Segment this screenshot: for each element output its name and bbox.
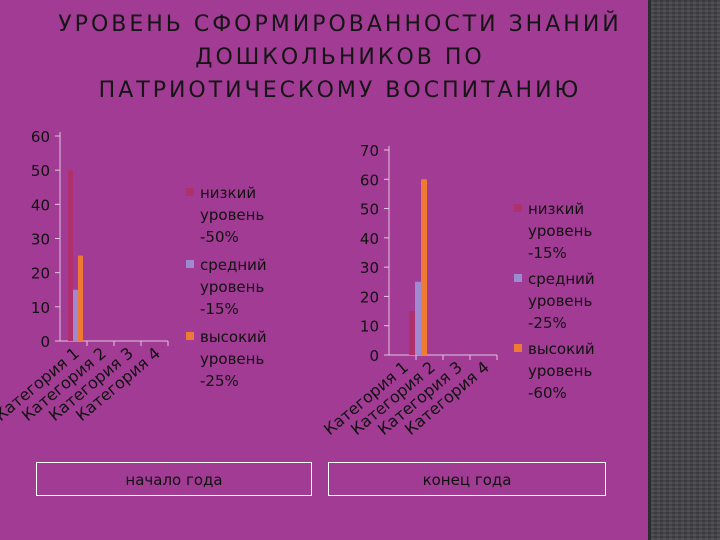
y-tick-label: 50 (360, 201, 379, 219)
slide-background (0, 0, 648, 540)
bar-series-1-category-1 (409, 311, 415, 355)
y-tick-label: 60 (360, 171, 379, 189)
legend-label-3: высокий уровень -25% (200, 328, 267, 390)
bar-series-3-category-1 (78, 255, 83, 341)
legend-label-2: средний уровень -25% (528, 270, 595, 332)
bar-series-2-category-1 (415, 281, 421, 355)
y-tick-label: 10 (31, 299, 50, 317)
legend-swatch-1 (514, 204, 522, 212)
y-tick-label: 0 (369, 347, 379, 365)
bar-series-3-category-1 (421, 179, 427, 355)
legend-swatch-3 (186, 332, 194, 340)
y-tick-label: 40 (31, 196, 50, 214)
y-tick-label: 50 (31, 162, 50, 180)
y-tick-label: 10 (360, 318, 379, 336)
y-tick-label: 60 (31, 128, 50, 146)
y-tick-label: 30 (360, 259, 379, 277)
y-tick-label: 40 (360, 230, 379, 248)
legend-label-1: низкий уровень -50% (200, 184, 264, 246)
decorative-side-strip (648, 0, 720, 540)
legend-swatch-2 (514, 274, 522, 282)
y-tick-label: 20 (31, 265, 50, 283)
slide-title: УРОВЕНЬ СФОРМИРОВАННОСТИ ЗНАНИЙ ДОШКОЛЬН… (20, 8, 660, 107)
title-line-2: ДОШКОЛЬНИКОВ ПО (195, 45, 485, 70)
legend-label-1: низкий уровень -15% (528, 200, 592, 262)
y-tick-label: 20 (360, 288, 379, 306)
legend-swatch-3 (514, 344, 522, 352)
title-line-3: ПАТРИОТИЧЕСКОМУ ВОСПИТАНИЮ (98, 78, 582, 103)
legend-swatch-1 (186, 188, 194, 196)
legend-label-2: средний уровень -15% (200, 256, 267, 318)
bar-series-2-category-1 (73, 289, 78, 341)
y-tick-label: 30 (31, 231, 50, 249)
caption-end-of-year: конец года (328, 462, 606, 496)
title-line-1: УРОВЕНЬ СФОРМИРОВАННОСТИ ЗНАНИЙ (58, 12, 622, 37)
caption-start-of-year: начало года (36, 462, 312, 496)
y-tick-label: 0 (40, 333, 50, 351)
legend-label-3: высокий уровень -60% (528, 340, 595, 402)
bar-series-1-category-1 (68, 170, 73, 341)
y-tick-label: 70 (360, 142, 379, 160)
legend-swatch-2 (186, 260, 194, 268)
